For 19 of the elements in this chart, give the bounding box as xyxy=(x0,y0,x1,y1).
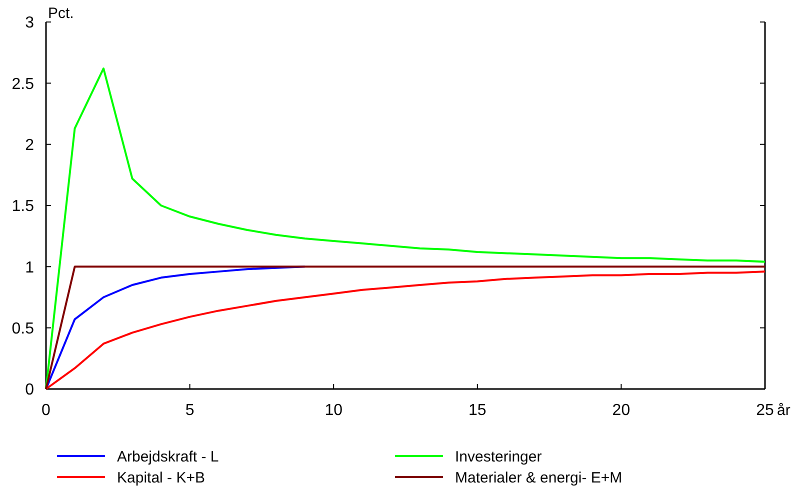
legend-label: Materialer & energi- E+M xyxy=(455,469,622,486)
x-axis-title: år xyxy=(777,402,790,419)
y-axis-title: Pct. xyxy=(48,5,74,22)
x-tick-label: 25 xyxy=(756,402,774,419)
legend-label: Kapital - K+B xyxy=(117,469,205,486)
x-tick-label: 10 xyxy=(324,402,343,419)
y-tick-label: 0.5 xyxy=(12,320,34,338)
y-tick-label: 1.5 xyxy=(12,198,34,216)
x-tick-label: 15 xyxy=(468,402,486,419)
y-tick-label: 1 xyxy=(25,259,34,276)
y-tick-label: 2 xyxy=(25,136,34,154)
y-tick-label: 3 xyxy=(25,14,34,32)
legend-label: Investeringer xyxy=(455,448,542,466)
x-tick-label: 0 xyxy=(42,402,51,419)
legend-label: Arbejdskraft - L xyxy=(117,448,219,466)
x-tick-label: 5 xyxy=(185,402,194,419)
x-tick-label: 20 xyxy=(612,402,630,419)
y-tick-label: 0 xyxy=(25,382,34,399)
y-tick-label: 2.5 xyxy=(12,76,34,93)
